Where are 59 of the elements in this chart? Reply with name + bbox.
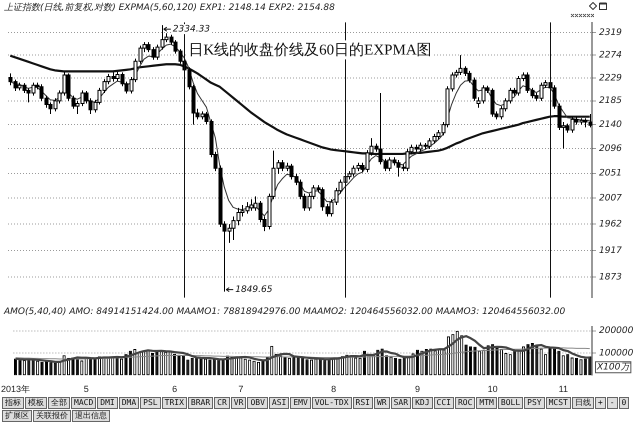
x-tick-label: 6 bbox=[172, 384, 178, 394]
y-tick-label: 2319 bbox=[599, 28, 622, 38]
text: MTM bbox=[476, 397, 497, 409]
text: 全部 bbox=[48, 397, 70, 409]
text: - bbox=[606, 397, 618, 409]
annotation: 1849.65 bbox=[235, 284, 273, 295]
x-tick-label: 10 bbox=[488, 384, 498, 394]
x-tick-label: 7 bbox=[238, 384, 244, 394]
text: OBV bbox=[247, 397, 268, 409]
y-tick-label: 2140 bbox=[599, 120, 622, 130]
text: 关联报价 bbox=[33, 410, 71, 422]
text: 日线 bbox=[572, 397, 594, 409]
x-tick-label: 5 bbox=[84, 384, 89, 394]
y-tick-label: 2051 bbox=[599, 168, 622, 179]
text: 扩展区 bbox=[2, 410, 32, 422]
x-tick-label: 8 bbox=[331, 384, 336, 394]
y-tick-label: 200000 bbox=[599, 326, 634, 336]
y-tick-label: 2185 bbox=[599, 96, 622, 106]
text: 指标 bbox=[2, 397, 24, 409]
text: PSY bbox=[524, 397, 545, 409]
text: ROC bbox=[454, 397, 476, 409]
y-tick-label: 2007 bbox=[599, 193, 622, 204]
chart-subtitle: 上证指数(日线,前复权,对数) EXPMA(5,60,120) EXP1: 2148.14 EXP2: 2154.88 bbox=[4, 2, 335, 14]
text: CR bbox=[214, 397, 230, 409]
y-tick-label: 1873 bbox=[599, 272, 622, 283]
chart-title: AMO(5,40,40) AMO: 84914151424.00 MAAMO1: 78818942976.00 MAAMO2: 120464556032.00 MAAMO3: 120464556032.00 bbox=[4, 307, 566, 317]
text: DMA bbox=[118, 397, 140, 409]
text: PSL bbox=[140, 397, 161, 409]
y-tick-label: 100000 bbox=[599, 348, 634, 358]
text: EMV bbox=[290, 397, 311, 409]
text: ASI bbox=[268, 397, 290, 409]
x-tick-label: 11 bbox=[558, 384, 568, 394]
text: BRAR bbox=[188, 397, 214, 409]
text: CCI bbox=[434, 397, 454, 409]
x-tick-label: 2013年 bbox=[1, 384, 30, 394]
y-tick-label: 2274 bbox=[599, 50, 622, 60]
y-tick-label: 1917 bbox=[599, 246, 622, 256]
annotation: 2334.33 bbox=[172, 24, 210, 35]
text: 日K线的收盘价线及60日的EXPMA图 bbox=[188, 41, 432, 58]
text: MACD bbox=[71, 397, 96, 409]
y-tick-label: 2096 bbox=[599, 144, 622, 154]
text: 模板 bbox=[25, 397, 47, 409]
text: BOLL bbox=[498, 397, 524, 409]
text: + bbox=[594, 397, 606, 409]
text: X100万 bbox=[596, 362, 632, 373]
y-tick-label: 2229 bbox=[599, 73, 622, 84]
text: MCST bbox=[546, 397, 571, 409]
text: VOL-TDX bbox=[312, 397, 352, 409]
text: 退出信息 bbox=[72, 410, 110, 422]
text: DMI bbox=[97, 397, 118, 409]
text: 0 bbox=[618, 397, 630, 409]
text: KDJ bbox=[412, 397, 433, 409]
text: WR bbox=[374, 397, 390, 409]
text: RSI bbox=[352, 397, 373, 409]
y-tick-label: 1962 bbox=[599, 219, 622, 230]
x-tick-label: 9 bbox=[415, 384, 420, 394]
text: SAR bbox=[390, 397, 412, 409]
text: VR bbox=[230, 397, 246, 409]
text: TRIX bbox=[162, 397, 187, 409]
